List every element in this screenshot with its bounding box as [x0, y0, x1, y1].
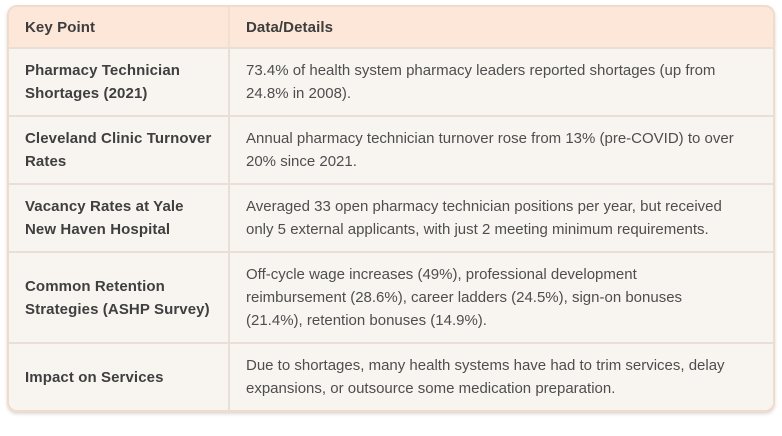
table-header-row: Key Point Data/Details — [9, 7, 773, 47]
details-cell: Off-cycle wage increases (49%), professi… — [228, 251, 773, 342]
key-point-text: Common Retention Strategies (ASHP Survey… — [25, 277, 210, 318]
details-text: 73.4% of health system pharmacy leaders … — [246, 62, 716, 102]
key-point-cell: Pharmacy Technician Shortages (2021) — [9, 47, 228, 115]
key-point-text: Pharmacy Technician Shortages (2021) — [25, 62, 181, 102]
key-point-table: Key Point Data/Details Pharmacy Technici… — [7, 5, 775, 412]
key-point-text: Impact on Services — [25, 368, 164, 386]
details-cell: Averaged 33 open pharmacy technician pos… — [228, 183, 773, 251]
key-point-cell: Cleveland Clinic Turnover Rates — [9, 115, 228, 183]
table: Key Point Data/Details Pharmacy Technici… — [9, 7, 773, 410]
table-row: Vacancy Rates at Yale New Haven Hospital… — [9, 183, 773, 251]
table-row: Common Retention Strategies (ASHP Survey… — [9, 251, 773, 342]
table-row: Cleveland Clinic Turnover Rates Annual p… — [9, 115, 773, 183]
key-point-text: Cleveland Clinic Turnover Rates — [25, 130, 212, 170]
key-point-cell: Impact on Services — [9, 342, 228, 410]
details-text: Due to shortages, many health systems ha… — [246, 357, 725, 397]
key-point-cell: Vacancy Rates at Yale New Haven Hospital — [9, 183, 228, 251]
column-header-key-point: Key Point — [9, 7, 228, 47]
column-header-data-details: Data/Details — [228, 7, 773, 47]
key-point-cell: Common Retention Strategies (ASHP Survey… — [9, 251, 228, 342]
table-row: Impact on Services Due to shortages, man… — [9, 342, 773, 410]
details-text: Annual pharmacy technician turnover rose… — [246, 130, 734, 170]
details-cell: 73.4% of health system pharmacy leaders … — [228, 47, 773, 115]
details-cell: Due to shortages, many health systems ha… — [228, 342, 773, 410]
key-point-text: Vacancy Rates at Yale New Haven Hospital — [25, 198, 184, 238]
details-text: Averaged 33 open pharmacy technician pos… — [246, 198, 722, 238]
details-cell: Annual pharmacy technician turnover rose… — [228, 115, 773, 183]
details-text: Off-cycle wage increases (49%), professi… — [246, 266, 683, 329]
table-row: Pharmacy Technician Shortages (2021) 73.… — [9, 47, 773, 115]
